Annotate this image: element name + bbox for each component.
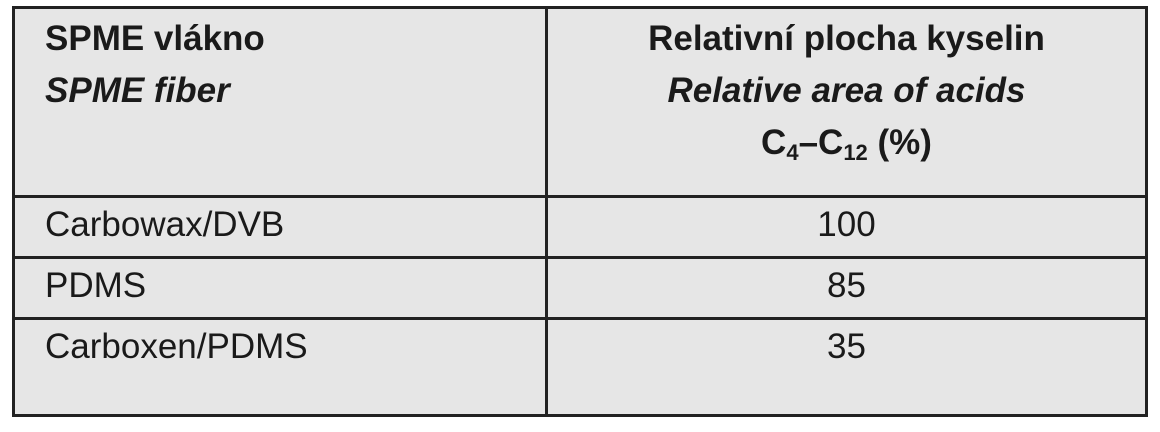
range-end: 12	[843, 140, 868, 165]
range-unit: (%)	[867, 123, 932, 162]
value-cell: 35	[545, 317, 1148, 417]
value-cell: 85	[545, 256, 1148, 320]
fiber-cell: PDMS	[12, 256, 548, 320]
table-row: PDMS 85	[12, 256, 1148, 320]
fiber-cell: Carbowax/DVB	[12, 195, 548, 259]
header-row: SPME vlákno SPME fiber Relativní plocha …	[12, 6, 1148, 198]
header-fiber-en: SPME fiber	[45, 71, 230, 110]
table-row: Carboxen/PDMS 35	[12, 317, 1148, 417]
header-fiber-cz: SPME vlákno	[45, 19, 265, 58]
header-fiber: SPME vlákno SPME fiber	[12, 6, 548, 198]
header-area-range: C4–C12 (%)	[548, 113, 1145, 165]
range-dash: –C	[798, 123, 844, 162]
fiber-cell: Carboxen/PDMS	[12, 317, 548, 417]
header-area-en: Relative area of acids	[667, 71, 1026, 110]
header-area: Relativní plocha kyselin Relative area o…	[545, 6, 1148, 198]
table-row: Carbowax/DVB 100	[12, 195, 1148, 259]
fiber-acid-area-table: SPME vlákno SPME fiber Relativní plocha …	[12, 6, 1148, 417]
header-area-cz: Relativní plocha kyselin	[648, 19, 1045, 58]
range-c: C	[761, 123, 787, 162]
value-cell: 100	[545, 195, 1148, 259]
range-start: 4	[786, 140, 799, 165]
